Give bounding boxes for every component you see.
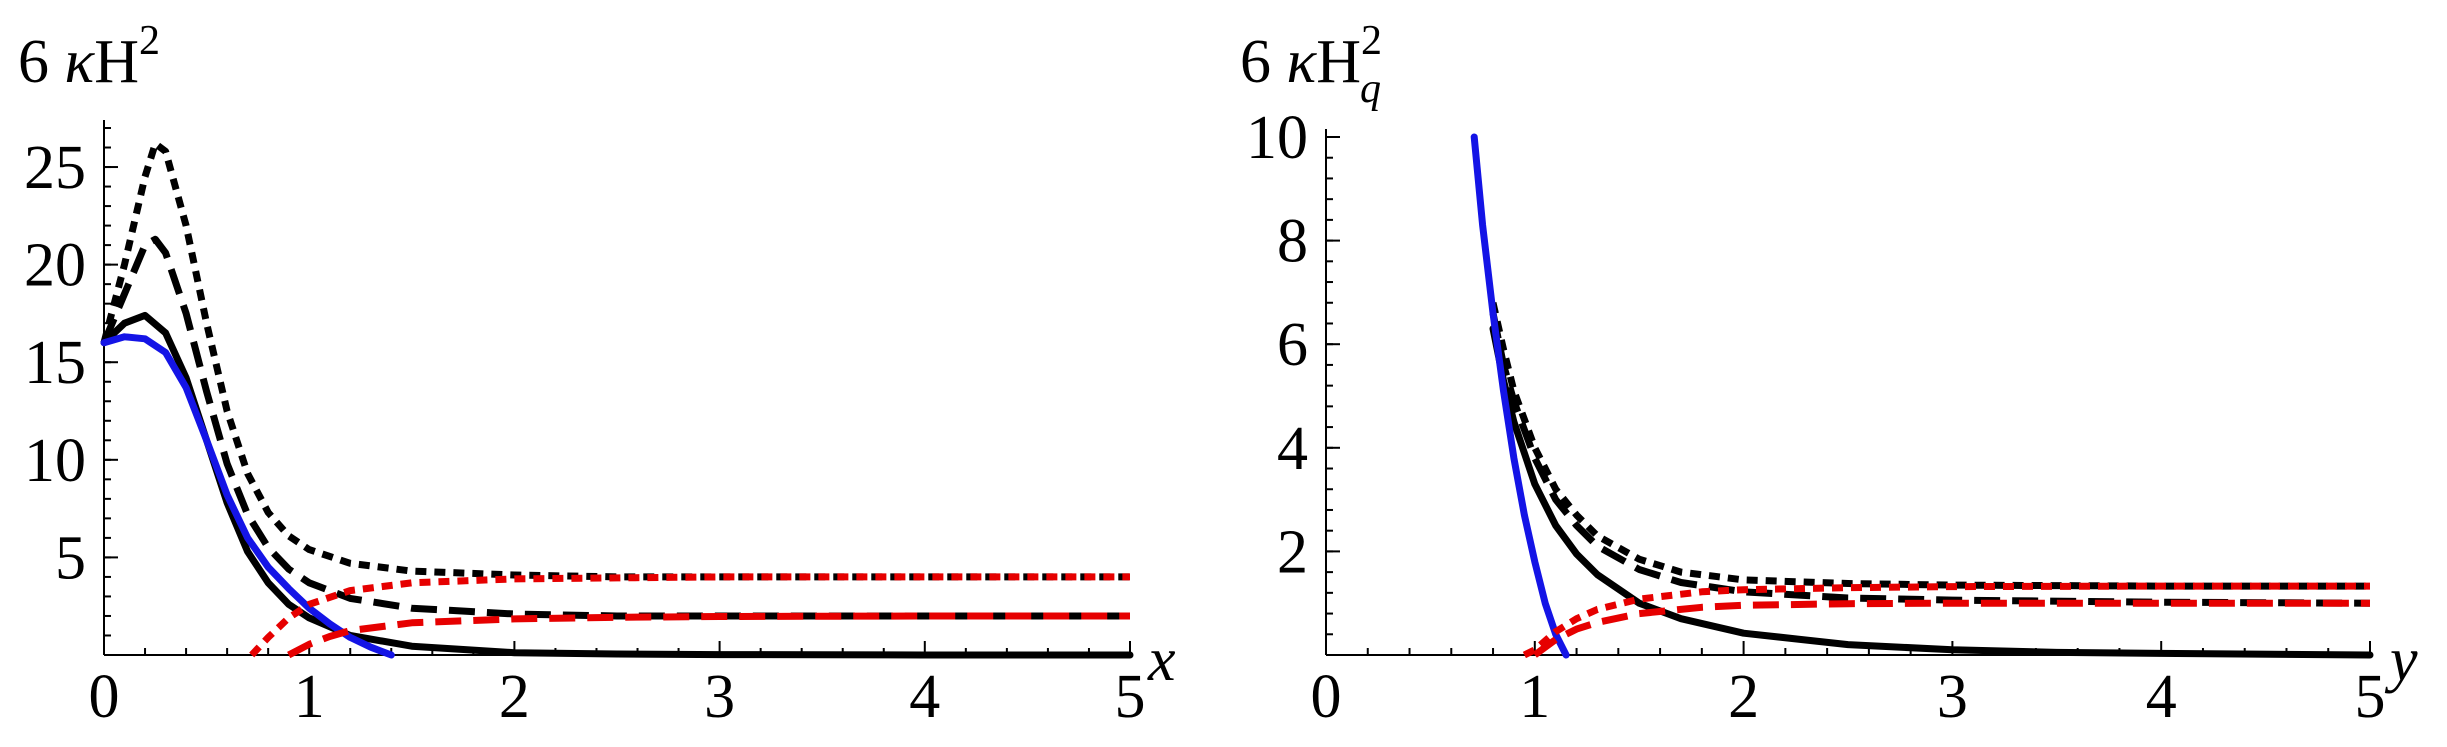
x-tick-label: 1 <box>1519 663 1550 731</box>
x-tick-label: 4 <box>2146 663 2177 731</box>
x-tick-label: 3 <box>1937 663 1968 731</box>
y-tick-label: 6 <box>1277 311 1308 379</box>
y-tick-label: 25 <box>24 134 86 202</box>
y-tick-label: 5 <box>55 524 86 592</box>
series-line-solid-black <box>100 311 1134 659</box>
y-tick-label: 10 <box>1246 104 1308 172</box>
series-line-solid-black <box>1489 325 2374 659</box>
y-tick-label: 8 <box>1277 208 1308 276</box>
series-line-dotted-red <box>249 573 1130 658</box>
y-axis-title-prefix: 6 <box>18 28 65 96</box>
y-axis-title: 6 κH2 <box>18 18 160 96</box>
x-tick-label: 2 <box>499 663 530 731</box>
x-tick-label: 4 <box>909 663 940 731</box>
x-tick-label: 0 <box>89 663 120 731</box>
y-axis-title-sup: 2 <box>1361 18 1382 64</box>
x-axis-title: x <box>1147 626 1176 694</box>
x-tick-label: 0 <box>1311 663 1342 731</box>
series-line-dashed-red <box>1532 599 2370 658</box>
x-tick-label: 1 <box>294 663 325 731</box>
y-axis-title-main: H <box>94 28 139 96</box>
series-line-dashed-black <box>1489 312 2371 607</box>
y-tick-label: 10 <box>24 427 86 495</box>
y-axis-title-kappa: κ <box>1287 28 1318 96</box>
series-line-dotted-red <box>1522 582 2370 659</box>
y-axis-title: 6 κH2 q <box>1240 18 1382 112</box>
x-tick-label: 3 <box>704 663 735 731</box>
y-tick-label: 20 <box>24 232 86 300</box>
y-tick-label: 2 <box>1277 518 1308 586</box>
series-line-solid-blue <box>100 333 395 659</box>
x-tick-label: 5 <box>1115 663 1146 731</box>
x-axis-title: y <box>2384 626 2418 694</box>
y-axis-title-main: H <box>1316 28 1361 96</box>
y-axis-title-prefix: 6 <box>1240 28 1287 96</box>
series-line-solid-blue <box>1470 133 1570 659</box>
y-tick-label: 15 <box>24 329 86 397</box>
series-line-dotted-black <box>100 140 1130 581</box>
series-line-dashed-black <box>100 235 1130 620</box>
y-axis-title-kappa: κ <box>65 28 96 96</box>
series-line-dotted-black <box>1489 302 2370 590</box>
y-tick-label: 4 <box>1277 415 1308 483</box>
series-line-dashed-red <box>287 612 1130 659</box>
x-tick-label: 5 <box>2355 663 2386 731</box>
x-tick-label: 2 <box>1728 663 1759 731</box>
y-axis-title-sup: 2 <box>139 18 160 64</box>
y-axis-title-sub: q <box>1360 66 1381 112</box>
